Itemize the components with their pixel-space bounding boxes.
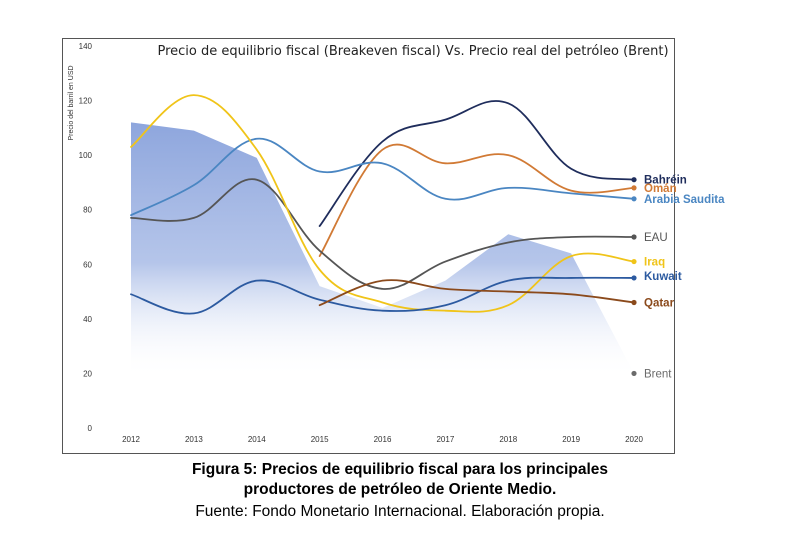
x-tick-label: 2014 — [248, 435, 266, 444]
x-tick-label: 2020 — [625, 435, 643, 444]
x-tick-label: 2015 — [311, 435, 329, 444]
series-label-iraq: Iraq — [644, 257, 665, 269]
y-tick-label: 40 — [83, 315, 92, 324]
x-tick-label: 2012 — [122, 435, 140, 444]
end-marker-brent — [631, 370, 637, 377]
line-bahrein — [318, 100, 635, 227]
end-marker-arabia-saudita — [631, 196, 637, 202]
area-brent — [131, 122, 634, 379]
chart-title: Precio de equilibrio fiscal (Breakeven f… — [157, 44, 668, 59]
series-label-bahrein: Bahréin — [644, 175, 687, 187]
line-qatar — [318, 279, 635, 307]
series-label-eau: EAU — [644, 232, 668, 244]
y-tick-label: 100 — [79, 151, 93, 160]
y-tick-label: 20 — [83, 369, 92, 378]
end-marker-oman — [631, 185, 637, 191]
end-marker-iraq — [631, 258, 637, 265]
series-label-brent: Brent — [644, 368, 672, 380]
y-axis-label: Precio del barril en USD — [68, 65, 75, 140]
caption-line-2: productores de petróleo de Oriente Medio… — [243, 481, 557, 498]
x-tick-label: 2017 — [436, 435, 454, 444]
series-label-qatar: Qatar — [644, 297, 675, 309]
line-arabia-saudita — [130, 137, 635, 217]
caption-source: Fuente: Fondo Monetario Internacional. E… — [195, 503, 605, 520]
series-label-kuwait: Kuwait — [644, 271, 682, 283]
y-tick-label: 80 — [83, 206, 92, 215]
y-tick-label: 140 — [79, 42, 93, 51]
y-tick-label: 120 — [79, 97, 93, 106]
y-tick-label: 0 — [88, 424, 93, 433]
y-tick-label: 60 — [83, 260, 92, 269]
series-label-oman: Omán — [644, 183, 677, 195]
series-label-arabia-saudita: Arabia Saudita — [644, 194, 725, 206]
x-tick-label: 2019 — [562, 435, 580, 444]
line-iraq — [130, 94, 635, 313]
end-marker-eau — [631, 234, 637, 240]
end-marker-qatar — [631, 299, 637, 306]
line-oman — [318, 143, 635, 257]
x-tick-label: 2018 — [499, 435, 517, 444]
line-kuwait — [130, 276, 635, 315]
end-marker-bahrein — [631, 177, 637, 183]
caption-line-1: Figura 5: Precios de equilibrio fiscal p… — [0, 460, 800, 479]
end-marker-kuwait — [631, 275, 637, 281]
x-tick-label: 2013 — [185, 435, 203, 444]
caption-line-1-text: : Precios de equilibrio fiscal para los … — [252, 461, 609, 478]
x-tick-label: 2016 — [374, 435, 392, 444]
figure-number: Figura 5 — [191, 461, 253, 478]
line-eau — [130, 178, 635, 290]
